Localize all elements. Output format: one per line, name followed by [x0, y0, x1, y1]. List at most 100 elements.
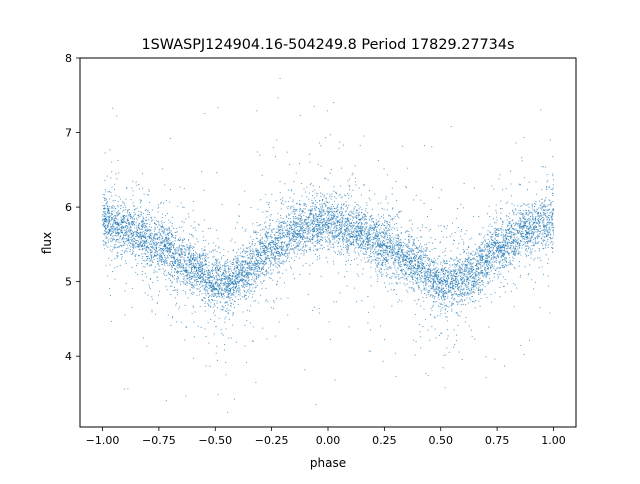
data-point	[439, 271, 441, 273]
data-point	[147, 229, 149, 231]
data-point	[319, 239, 321, 241]
data-point	[285, 269, 287, 271]
data-point	[293, 211, 295, 213]
data-point	[491, 185, 493, 187]
data-point	[365, 216, 367, 218]
data-point	[176, 280, 178, 282]
data-point	[511, 242, 513, 244]
data-point	[416, 251, 418, 253]
data-point	[288, 234, 290, 236]
data-point	[472, 277, 474, 279]
data-point	[132, 180, 134, 182]
data-point	[270, 253, 272, 255]
data-point	[388, 248, 390, 250]
data-point	[302, 236, 304, 238]
data-point	[337, 205, 339, 207]
data-point	[383, 231, 385, 233]
data-point	[416, 253, 418, 255]
data-point	[395, 269, 397, 271]
data-point	[285, 222, 287, 224]
data-point	[196, 294, 198, 296]
data-point	[257, 261, 259, 263]
data-point	[255, 232, 257, 234]
data-point	[225, 262, 227, 264]
data-point	[246, 247, 248, 249]
data-point	[210, 286, 212, 288]
data-point	[481, 288, 483, 290]
data-point	[399, 264, 401, 266]
data-point	[111, 186, 113, 188]
data-point	[186, 263, 188, 265]
data-point	[422, 326, 424, 328]
data-point	[136, 207, 138, 209]
data-point	[453, 270, 455, 272]
data-point	[429, 285, 431, 287]
data-point	[363, 184, 365, 186]
data-point	[371, 247, 373, 249]
data-point	[137, 233, 139, 235]
data-point	[247, 257, 249, 259]
data-point	[215, 275, 217, 277]
data-point	[113, 226, 115, 228]
data-point	[258, 260, 260, 262]
data-point	[135, 233, 137, 235]
data-point	[305, 240, 307, 242]
data-point	[113, 247, 115, 249]
data-point	[322, 225, 324, 227]
data-point	[448, 289, 450, 291]
data-point	[204, 289, 206, 291]
data-point	[293, 250, 295, 252]
data-point	[120, 216, 122, 218]
data-point	[453, 298, 455, 300]
data-point	[282, 247, 284, 249]
data-point	[551, 226, 553, 228]
data-point	[341, 223, 343, 225]
data-point	[127, 388, 129, 390]
data-point	[160, 253, 162, 255]
data-point	[120, 227, 122, 229]
data-point	[383, 249, 385, 251]
data-point	[425, 287, 427, 289]
data-point	[102, 215, 104, 217]
data-point	[255, 300, 257, 302]
data-point	[521, 247, 523, 249]
data-point	[378, 240, 380, 242]
data-point	[514, 254, 516, 256]
data-point	[479, 305, 481, 307]
data-point	[166, 251, 168, 253]
data-point	[425, 253, 427, 255]
data-point	[129, 226, 131, 228]
data-point	[238, 290, 240, 292]
data-point	[279, 263, 281, 265]
data-point	[305, 221, 307, 223]
data-point	[393, 273, 395, 275]
data-point	[478, 260, 480, 262]
data-point	[394, 223, 396, 225]
data-point	[278, 241, 280, 243]
data-point	[409, 267, 411, 269]
data-point	[530, 236, 532, 238]
data-point	[412, 229, 413, 231]
data-point	[544, 244, 546, 246]
data-point	[521, 237, 523, 239]
data-point	[447, 270, 449, 272]
data-point	[364, 229, 366, 231]
data-point	[188, 266, 190, 268]
data-point	[256, 249, 258, 251]
data-point	[347, 221, 349, 223]
data-point	[191, 276, 193, 278]
data-point	[262, 246, 264, 248]
data-point	[209, 305, 211, 307]
data-point	[230, 287, 232, 289]
data-point	[352, 240, 354, 242]
data-point	[165, 239, 167, 241]
data-point	[167, 250, 169, 252]
data-point	[262, 242, 264, 244]
data-point	[137, 215, 139, 217]
data-point	[405, 278, 407, 280]
data-point	[121, 228, 123, 230]
data-point	[319, 247, 321, 249]
data-point	[285, 234, 287, 236]
data-point	[348, 234, 350, 236]
data-point	[329, 194, 331, 196]
